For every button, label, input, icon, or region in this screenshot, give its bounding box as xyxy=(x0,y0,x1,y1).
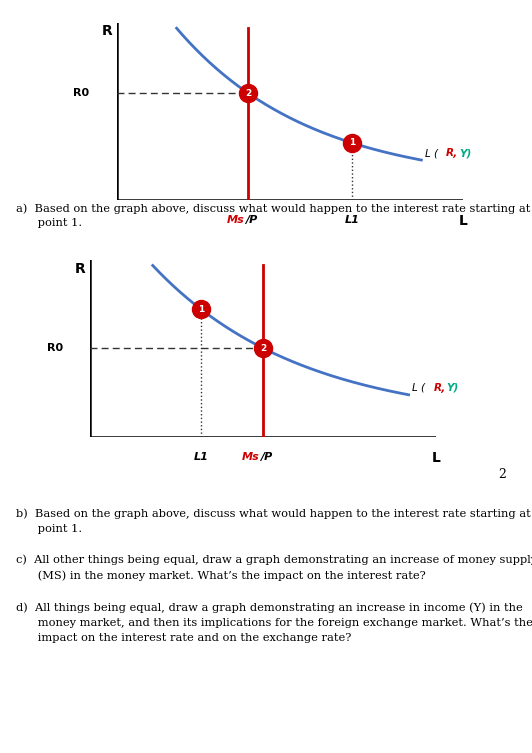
Text: 2: 2 xyxy=(260,344,267,352)
Text: R,: R, xyxy=(434,383,446,393)
Text: R,: R, xyxy=(446,148,459,158)
Text: /P: /P xyxy=(245,215,257,224)
Text: Y): Y) xyxy=(459,148,472,158)
Text: L1: L1 xyxy=(194,452,209,462)
Text: R0: R0 xyxy=(73,88,89,99)
Text: L (: L ( xyxy=(425,148,438,158)
Text: L: L xyxy=(459,214,467,227)
Text: 1: 1 xyxy=(349,139,355,148)
Text: /P: /P xyxy=(260,452,272,462)
Text: Ms: Ms xyxy=(242,452,260,462)
Text: Ms: Ms xyxy=(227,215,245,224)
Text: 2: 2 xyxy=(245,89,252,98)
Text: R0: R0 xyxy=(47,343,63,353)
Text: b)  Based on the graph above, discuss what would happen to the interest rate sta: b) Based on the graph above, discuss wha… xyxy=(16,508,532,643)
Text: a)  Based on the graph above, discuss what would happen to the interest rate sta: a) Based on the graph above, discuss wha… xyxy=(16,203,530,228)
Text: L1: L1 xyxy=(345,215,360,224)
Text: R: R xyxy=(101,24,112,38)
Text: L (: L ( xyxy=(412,383,425,393)
Text: 1: 1 xyxy=(198,305,204,314)
Text: R: R xyxy=(74,261,86,276)
Text: 2: 2 xyxy=(498,468,506,481)
Text: Y): Y) xyxy=(447,383,459,393)
Text: L: L xyxy=(432,451,440,465)
